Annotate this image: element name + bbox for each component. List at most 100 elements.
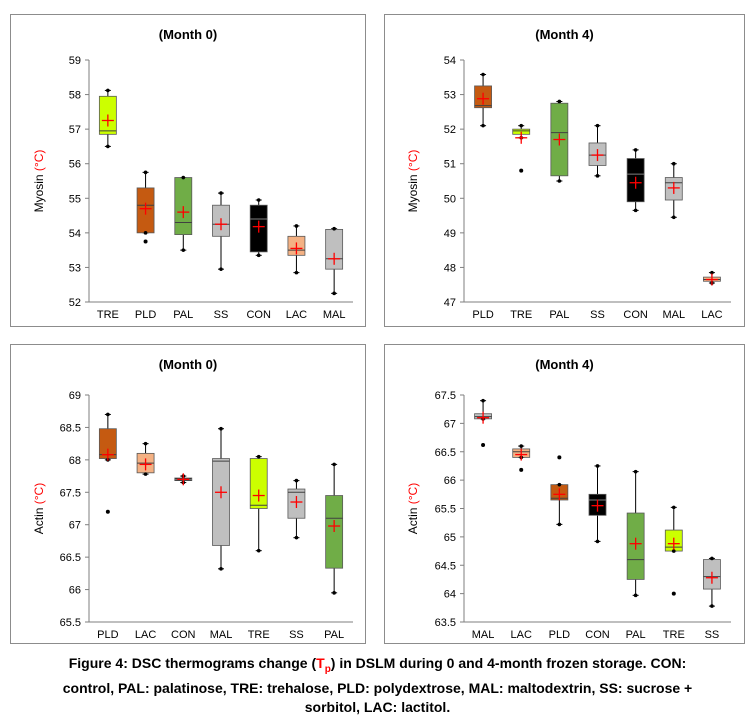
caption-line1-start: Figure 4: DSC thermograms change ( — [68, 655, 317, 671]
min-point — [671, 549, 676, 553]
outlier-point — [557, 455, 562, 460]
outlier-point — [105, 509, 110, 514]
x-tick-label: CON — [171, 629, 196, 641]
y-tick-label: 51 — [444, 159, 456, 171]
y-tick-label: 58 — [69, 90, 81, 102]
x-tick-label: SS — [590, 309, 605, 321]
max-point — [219, 426, 223, 431]
y-tick-label: 67.5 — [60, 487, 81, 499]
x-tick-label: TRE — [510, 309, 532, 321]
chart-title: (Month 4) — [535, 27, 594, 42]
y-tick-label: 69 — [69, 390, 81, 402]
y-tick-label: 54 — [444, 55, 456, 67]
min-point — [294, 535, 299, 540]
max-point — [481, 72, 485, 77]
max-point — [595, 464, 600, 468]
y-tick-label: 56 — [69, 159, 81, 171]
figure-caption: Figure 4: DSC thermograms change (Tp) in… — [0, 654, 755, 717]
y-tick-label: 68.5 — [60, 422, 81, 434]
y-tick-label: 52 — [444, 124, 456, 136]
chart-panel-actin-month4: (Month 4) 63.5 64 64.5 65 65.5 66 66.5 67 67.5 Ac… — [384, 344, 745, 644]
min-point — [595, 174, 600, 178]
y-tick-label: 63.5 — [435, 617, 456, 629]
y-tick-label: 53 — [69, 262, 81, 274]
max-point — [294, 224, 299, 228]
y-tick-label: 54 — [69, 228, 81, 240]
x-tick-label: PAL — [626, 629, 646, 641]
y-axis-label: Actin (°C) — [406, 483, 420, 534]
y-tick-label: 67 — [69, 520, 81, 532]
outlier-point — [143, 239, 148, 244]
x-tick-label: SS — [289, 629, 304, 641]
chart-title: (Month 4) — [535, 357, 594, 372]
x-tick-label: LAC — [286, 309, 307, 321]
min-point — [332, 291, 336, 296]
x-tick-label: CON — [246, 309, 271, 321]
outlier-point — [519, 168, 524, 173]
box-iqr — [212, 458, 230, 546]
min-point — [294, 270, 299, 275]
max-point — [332, 226, 336, 231]
max-point — [481, 398, 485, 403]
chart-panel-actin-month0: (Month 0) 65.5 66 66.5 67 67.5 68 68.5 69 Actin … — [10, 344, 366, 644]
myosin-month4-plot: 47 48 49 50 51 52 53 54 Myosin (°C) PLD TRE PAL SS CO… — [406, 55, 731, 321]
min-point — [595, 539, 600, 544]
actin-month4-plot: 63.5 64 64.5 65 65.5 66 66.5 67 67.5 Actin (°C) MA… — [406, 390, 731, 641]
y-tick-label: 55 — [69, 193, 81, 205]
y-axis-label-unit: (°C) — [406, 483, 420, 504]
x-tick-label: PLD — [97, 629, 118, 641]
max-point — [557, 99, 562, 104]
max-point — [519, 123, 524, 128]
max-point — [519, 444, 524, 448]
min-point — [219, 567, 223, 571]
max-point — [294, 478, 299, 483]
y-tick-label: 65.5 — [435, 504, 456, 516]
y-tick-label: 64.5 — [435, 560, 456, 572]
y-tick-label: 66.5 — [60, 552, 81, 564]
caption-line3: sorbitol, LAC: lactitol. — [304, 698, 451, 715]
max-point — [595, 123, 600, 128]
y-tick-label: 52 — [69, 297, 81, 309]
min-point — [181, 248, 186, 252]
min-point — [143, 472, 148, 476]
max-point — [143, 170, 148, 175]
x-tick-label: SS — [705, 629, 720, 641]
min-point — [143, 231, 148, 235]
actin-month0-plot: 65.5 66 66.5 67 67.5 68 68.5 69 Actin (°C) PLD LAC… — [32, 390, 353, 641]
myosin-month0-plot: 52 53 54 55 56 57 58 59 Myosin (°C) TRE PLD PAL SS CO… — [32, 55, 353, 321]
x-tick-label: LAC — [701, 309, 722, 321]
caption-tp-symbol: Tp — [316, 655, 331, 675]
caption-line1-end: ) in DSLM during 0 and 4-month frozen st… — [330, 655, 687, 671]
max-point — [332, 462, 336, 467]
y-axis-label-unit: (°C) — [406, 150, 420, 171]
y-tick-label: 65.5 — [60, 617, 81, 629]
min-point — [557, 179, 562, 183]
max-point — [181, 175, 186, 180]
y-tick-label: 47 — [444, 297, 456, 309]
y-axis-label-name: Myosin — [32, 171, 46, 212]
x-tick-label: MAL — [323, 309, 346, 321]
x-tick-label: PLD — [135, 309, 156, 321]
y-tick-label: 67.5 — [435, 390, 456, 402]
x-tick-label: TRE — [663, 629, 685, 641]
x-tick-label: PLD — [472, 309, 493, 321]
y-tick-label: 64 — [444, 589, 456, 601]
min-point — [219, 267, 223, 271]
y-tick-label: 49 — [444, 228, 456, 240]
y-tick-label: 50 — [444, 193, 456, 205]
outlier-point — [519, 467, 524, 472]
box-iqr — [174, 177, 193, 235]
y-axis-label-unit: (°C) — [32, 483, 46, 504]
y-tick-label: 66 — [69, 585, 81, 597]
y-tick-label: 68 — [69, 455, 81, 467]
outlier-point — [671, 591, 676, 596]
x-tick-label: SS — [214, 309, 229, 321]
max-point — [256, 454, 261, 459]
min-point — [256, 548, 261, 553]
y-axis-label-unit: (°C) — [32, 150, 46, 171]
y-axis-label: Myosin (°C) — [32, 150, 46, 213]
x-tick-label: TRE — [248, 629, 270, 641]
x-tick-label: PAL — [549, 309, 569, 321]
min-point — [633, 593, 638, 598]
caption-line2: control, PAL: palatinose, TRE: trehalose… — [62, 679, 693, 696]
